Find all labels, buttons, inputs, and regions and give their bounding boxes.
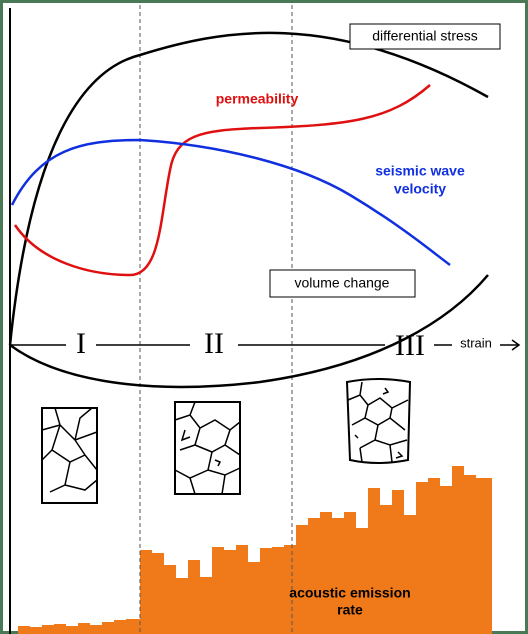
volume-change-curve bbox=[9, 274, 489, 389]
rock-sample bbox=[345, 378, 412, 464]
rock-sample bbox=[41, 407, 98, 504]
strain-axis bbox=[10, 339, 521, 351]
acoustic-emission-bars bbox=[18, 466, 492, 634]
label-box bbox=[269, 269, 416, 298]
label-box bbox=[349, 23, 501, 50]
rock-sample bbox=[174, 401, 241, 495]
stage-label: III bbox=[395, 329, 425, 362]
permeability-curve bbox=[13, 84, 431, 277]
curve-label: volume change bbox=[295, 275, 390, 291]
axis-label: strain bbox=[460, 335, 492, 350]
stage-label: I bbox=[76, 327, 86, 360]
curve-label: differential stress bbox=[372, 28, 478, 44]
curve-label: permeability bbox=[216, 91, 299, 107]
stage-label: II bbox=[204, 327, 224, 360]
curve-label: velocity bbox=[394, 181, 446, 197]
seismic-velocity-curve bbox=[10, 138, 451, 266]
acoustic-label: acoustic emission bbox=[289, 585, 410, 601]
curve-label: seismic wave bbox=[375, 163, 465, 179]
acoustic-label: rate bbox=[337, 602, 363, 618]
